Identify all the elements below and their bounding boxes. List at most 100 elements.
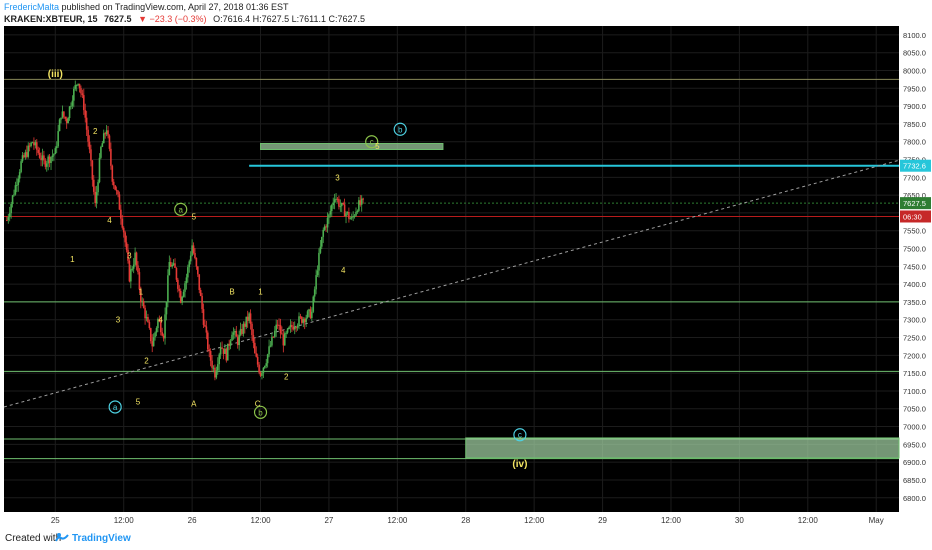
wave-label-circle [108,400,122,414]
candle-body [295,327,297,329]
price-chart[interactable]: 6800.0 6850.0 6900.0 6950.0 7000.0 7050.0 7100… [0,26,932,528]
candle-body [316,270,319,276]
candle-body [60,117,62,120]
candle-body [28,145,31,147]
candle-body [246,316,249,321]
candle-body [65,118,68,124]
x-tick-label: 30 [735,516,744,525]
y-tick-label: 7250.0 [903,334,926,343]
candle-body [269,345,272,347]
candle-body [255,353,258,357]
target-zone-c [260,142,444,150]
wave-label: 5 [192,212,197,221]
candle-body [95,192,98,204]
target-zone-iv [465,437,900,459]
wave-label: 3 [335,173,340,182]
candle-body [51,155,54,158]
candle-body [57,131,59,147]
symbol-name[interactable]: KRAKEN:XBTEUR, 15 [4,14,98,24]
x-tick-label: 12:00 [387,516,408,525]
candle-body [281,333,283,335]
y-tick-label: 7150.0 [903,369,926,378]
candle-body [162,335,165,339]
candle-body [154,332,156,338]
candle-body [121,218,124,228]
candle-body [261,373,263,376]
candle-body [265,363,268,366]
candle-body [198,274,201,291]
wave-label: a [113,403,118,412]
wave-label: 3 [116,316,121,325]
candle-body [329,211,332,215]
candle-body [330,205,333,212]
wave-label: a [178,205,183,214]
trendline [3,159,900,408]
candle-body [342,202,344,205]
wave-label-circle [253,405,268,419]
candle-body [171,264,173,267]
candle-body [159,321,162,333]
candle-body [77,83,79,85]
candle-body [202,309,205,325]
candle-body [208,349,211,352]
candle-body [271,336,273,346]
candle-body [97,182,99,193]
candle-body [204,324,206,327]
candle-body [348,211,350,219]
candle-body [275,324,278,331]
candle-body [216,364,219,371]
wave-label-circle [174,202,188,216]
wave-label: (iii) [48,69,63,80]
y-tick-label: 7050.0 [903,405,926,414]
candle-body [10,203,12,214]
x-tick-label: 12:00 [661,516,682,525]
wave-label: C [255,399,261,408]
candle-body [164,314,166,339]
candle-body [273,330,276,337]
candle-body [349,218,352,220]
candle-body [181,296,183,303]
candle-body [235,330,238,337]
candle-body [282,334,285,346]
candle-body [298,316,300,326]
y-tick-label: 7950.0 [903,84,926,93]
candle-body [16,184,18,186]
candle-body [108,135,111,149]
candle-body [104,133,106,135]
candle-body [122,227,125,233]
candle-body [276,324,279,326]
candle-body [17,178,20,185]
candle-body [68,106,71,119]
candle-body [94,191,97,204]
candle-body [127,249,129,261]
candle-body [262,367,265,374]
candle-body [58,119,61,132]
candle-body [206,332,209,350]
candle-body [78,83,81,89]
candle-body [362,198,364,200]
author-link[interactable]: FredericMalta [4,2,60,12]
price-tag-green-dotted-level [900,197,931,210]
y-tick-label: 6900.0 [903,458,926,467]
candle-body [191,245,193,256]
candle-body [228,343,230,346]
candle-body [167,275,169,302]
candle-body [140,289,142,303]
wave-label: c [370,138,374,147]
x-tick-label: 12:00 [798,516,819,525]
candle-body [125,242,128,250]
candle-body [38,152,41,158]
candle-body [187,267,189,278]
candle-body [309,309,312,319]
price-tag-cyan-level [900,159,931,172]
candle-body [318,252,320,271]
candle-body [87,129,89,142]
candle-body [345,213,347,217]
candle-body [305,317,307,323]
candle-body [151,341,154,347]
candle-body [73,88,75,101]
y-tick-label: 7100.0 [903,387,926,396]
last-price: 7627.5 [104,14,132,24]
candle-body [144,307,146,319]
tradingview-brand[interactable]: TradingView [72,533,131,544]
